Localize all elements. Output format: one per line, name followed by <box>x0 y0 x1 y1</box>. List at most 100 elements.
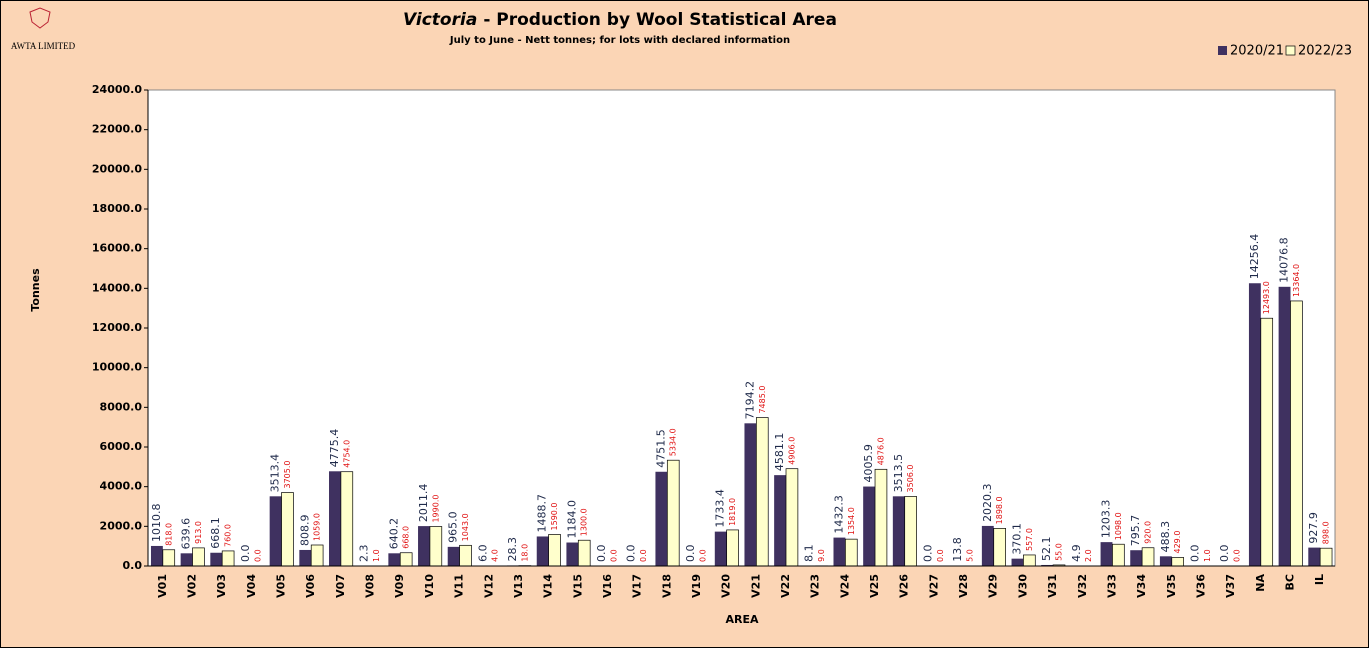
legend-swatch <box>1218 46 1227 55</box>
bar <box>1171 557 1185 567</box>
data-label: 5.0 <box>965 549 974 562</box>
bar <box>1308 547 1321 566</box>
data-label: 1184.0 <box>565 500 578 539</box>
data-label: 488.3 <box>1159 521 1172 553</box>
x-tick-label: V24 <box>838 574 851 598</box>
x-tick-label: V34 <box>1135 574 1148 598</box>
x-tick-label: IL <box>1313 574 1326 585</box>
data-label: 55.0 <box>1055 543 1064 561</box>
logo-icon <box>29 7 51 29</box>
x-tick-label: V07 <box>334 574 347 598</box>
y-tick-label: 22000.0 <box>92 123 142 136</box>
x-tick-label: V29 <box>987 574 1000 598</box>
data-label: 3513.5 <box>892 454 905 493</box>
data-label: 1590.0 <box>550 502 559 530</box>
bar <box>904 496 917 567</box>
data-label: 1733.4 <box>714 489 727 528</box>
bar <box>447 546 460 566</box>
bar <box>1011 558 1024 566</box>
subtitle: July to June - Nett tonnes; for lots wit… <box>449 35 790 46</box>
x-tick-label: V26 <box>898 574 911 598</box>
bar <box>863 486 876 566</box>
data-label: 2.3 <box>358 544 371 562</box>
data-label: 4.9 <box>1070 544 1083 562</box>
x-tick-label: V19 <box>690 574 703 598</box>
y-tick-label: 24000.0 <box>92 83 142 96</box>
data-label: 12493.0 <box>1262 281 1271 314</box>
bar <box>1130 550 1143 566</box>
bar <box>874 468 888 567</box>
title-rest: - Production by Wool Statistical Area <box>483 10 837 30</box>
x-tick-label: V28 <box>957 574 970 598</box>
y-tick-label: 16000.0 <box>92 242 142 255</box>
bar <box>269 496 282 566</box>
bar <box>566 542 579 566</box>
data-label: 927.9 <box>1307 512 1320 544</box>
x-tick-label: V16 <box>601 574 614 598</box>
data-label: 639.6 <box>180 518 193 550</box>
bar <box>281 492 294 567</box>
data-label: 1098.0 <box>1114 512 1123 540</box>
bar <box>340 471 354 567</box>
data-label: 2011.4 <box>417 484 430 523</box>
x-tick-label: V13 <box>512 574 525 598</box>
data-label: 0.0 <box>639 549 648 562</box>
x-tick-label: V02 <box>186 574 199 598</box>
x-tick-label: V03 <box>215 574 228 598</box>
data-label: 668.1 <box>209 517 222 549</box>
bar <box>1100 542 1113 566</box>
x-tick-label: V23 <box>809 574 822 598</box>
bar <box>192 547 205 567</box>
data-label: 13364.0 <box>1292 264 1301 297</box>
x-tick-label: V11 <box>453 574 466 598</box>
data-label: 0.0 <box>1233 549 1242 562</box>
bar <box>577 539 591 567</box>
bar <box>1278 286 1291 566</box>
x-axis-label: AREA <box>725 613 758 626</box>
bar <box>548 534 561 567</box>
bar <box>666 459 680 567</box>
bar <box>310 544 324 567</box>
data-label: 0.0 <box>1189 545 1202 563</box>
y-tick-label: 0.0 <box>123 559 143 572</box>
x-tick-label: V33 <box>1105 574 1118 598</box>
bar <box>726 529 739 567</box>
bar <box>329 471 341 566</box>
y-tick-label: 6000.0 <box>100 440 143 453</box>
data-label: 14076.8 <box>1278 237 1291 283</box>
data-label: 1043.0 <box>461 513 470 541</box>
title-region: Victoria <box>403 10 477 30</box>
data-label: 3506.0 <box>906 464 915 492</box>
bar <box>655 471 668 566</box>
data-label: 1.0 <box>1203 549 1212 562</box>
bar <box>536 536 549 566</box>
bar <box>150 545 163 566</box>
data-label: 668.0 <box>402 526 411 549</box>
data-label: 1488.7 <box>536 494 549 533</box>
x-tick-label: V09 <box>393 574 406 598</box>
data-label: 9.0 <box>817 549 826 562</box>
y-tick-label: 2000.0 <box>100 519 143 532</box>
plot-area <box>147 89 1336 567</box>
bar <box>299 549 312 566</box>
bar <box>429 526 443 567</box>
bar <box>388 553 401 566</box>
legend-swatch <box>1285 45 1296 56</box>
x-tick-label: V20 <box>720 574 733 598</box>
data-label: 429.0 <box>1173 531 1182 554</box>
data-label: 7194.2 <box>743 381 756 420</box>
data-label: 0.0 <box>595 545 608 563</box>
bar <box>1159 556 1172 566</box>
bar <box>1023 554 1036 567</box>
legend-label: 2022/23 <box>1298 44 1352 59</box>
legend-label: 2020/21 <box>1230 44 1284 59</box>
x-tick-label: V25 <box>868 574 881 598</box>
bar <box>210 552 223 566</box>
bar <box>1041 564 1054 566</box>
bar <box>833 537 846 566</box>
data-label: 1990.0 <box>431 495 440 523</box>
y-tick-label: 8000.0 <box>100 400 143 413</box>
data-label: 5334.0 <box>669 428 678 456</box>
x-tick-label: V15 <box>571 574 584 598</box>
